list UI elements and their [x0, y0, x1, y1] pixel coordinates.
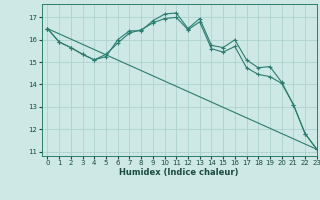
X-axis label: Humidex (Indice chaleur): Humidex (Indice chaleur) [119, 168, 239, 177]
